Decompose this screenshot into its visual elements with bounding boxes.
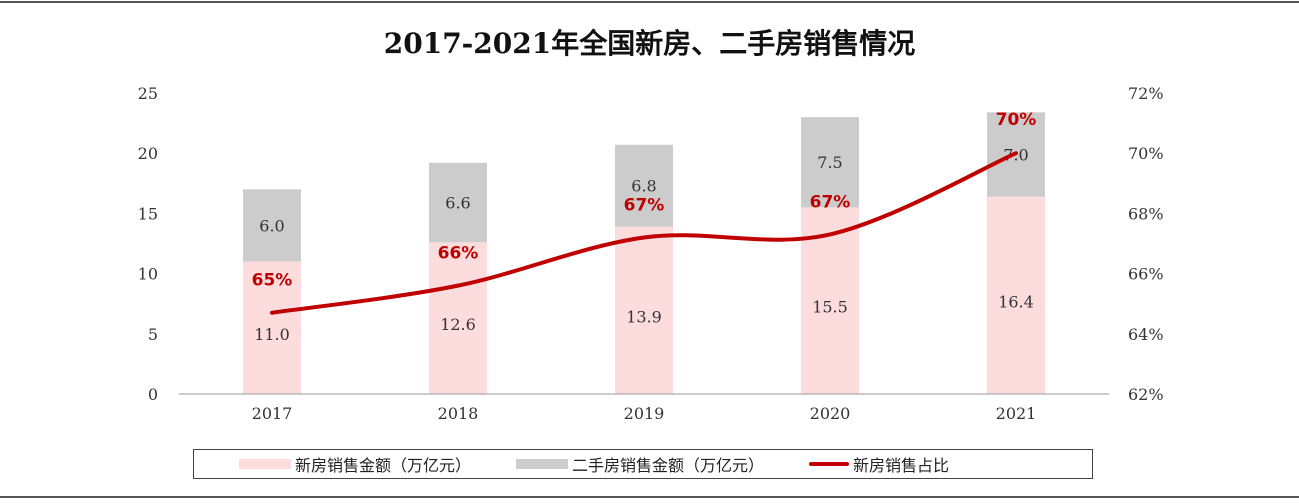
y-right-tick: 72% (1128, 84, 1164, 103)
bar-label-new: 15.5 (812, 298, 848, 317)
y-right-tick: 68% (1128, 204, 1164, 223)
legend-swatch (809, 462, 850, 466)
y-right-tick: 66% (1128, 265, 1164, 284)
line-label: 70% (996, 110, 1037, 130)
line-new-ratio (270, 151, 1018, 315)
legend-label: 二手房销售金额（万亿元） (572, 456, 765, 475)
bar-label-second: 6.0 (259, 216, 284, 235)
y-left-tick: 25 (138, 84, 158, 103)
y-left-tick: 15 (138, 204, 158, 223)
y-right-tick: 70% (1128, 144, 1164, 163)
line-label: 65% (252, 271, 293, 291)
x-tick: 2018 (438, 404, 479, 423)
bar-second-2018 (429, 162, 487, 243)
bar-label-second: 6.8 (631, 177, 656, 196)
bar-label-second: 7.5 (817, 153, 842, 172)
legend: 新房销售金额（万亿元） 二手房销售金额（万亿元） 新房销售占比 (193, 449, 1093, 479)
y-left-tick: 5 (148, 325, 158, 344)
y-left-tick: 10 (138, 265, 158, 284)
bar-new-2019 (615, 226, 673, 394)
chart-title: 2017-2021年全国新房、二手房销售情况 (383, 27, 916, 60)
legend-item-ratio: 新房销售占比 (809, 452, 949, 476)
bar-label-second: 6.6 (445, 194, 470, 213)
y-right-tick: 62% (1128, 385, 1164, 404)
bar-label-new: 16.4 (998, 292, 1034, 311)
bar-new-2017 (243, 261, 301, 394)
bar-label-new: 12.6 (440, 315, 476, 334)
bar-second-2017 (243, 189, 301, 262)
bar-label-new: 13.9 (626, 307, 662, 326)
legend-swatch (239, 459, 291, 469)
legend-label: 新房销售占比 (853, 456, 950, 475)
line-label: 67% (624, 195, 665, 215)
x-tick: 2017 (252, 404, 293, 423)
bar-second-2019 (615, 144, 673, 227)
bar-second-2020 (801, 117, 859, 208)
y-right-tick: 64% (1128, 325, 1164, 344)
legend-swatch (516, 459, 569, 469)
legend-item-new: 新房销售金额（万亿元） (239, 452, 471, 476)
bar-label-new: 11.0 (254, 325, 290, 344)
legend-item-second: 二手房销售金额（万亿元） (516, 452, 764, 476)
x-tick: 2020 (810, 404, 851, 423)
y-left-tick: 0 (148, 385, 158, 404)
bar-new-2018 (429, 242, 487, 394)
top-rule (0, 1, 1299, 3)
line-label: 67% (810, 192, 851, 212)
bar-new-2021 (987, 196, 1045, 394)
bottom-rule (0, 496, 1299, 498)
x-tick: 2021 (996, 404, 1037, 423)
x-tick: 2019 (624, 404, 665, 423)
legend-label: 新房销售金额（万亿元） (295, 456, 472, 475)
y-left-tick: 20 (138, 144, 158, 163)
line-label: 66% (438, 244, 479, 264)
